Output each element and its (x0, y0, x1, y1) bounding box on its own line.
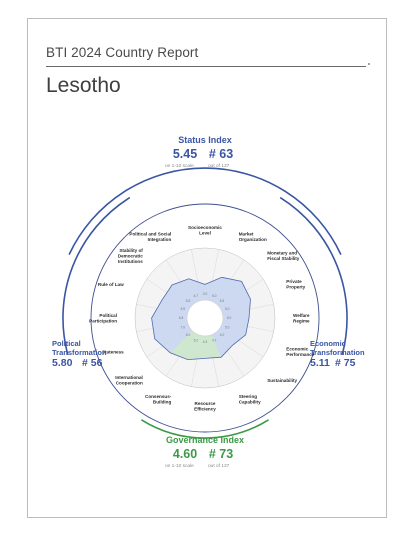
criterion-label-line: Performance (286, 352, 315, 357)
status-index-scale-note: on 1-10 scale (165, 164, 194, 169)
criterion-label: Socioeconomic Level (188, 225, 222, 235)
criterion-label-line: Stateness (102, 349, 124, 354)
criterion-value: 6.0 (186, 333, 191, 337)
criterion-label-line: Democratic (118, 253, 143, 258)
criterion-label: Stability of Democratic Institutions (118, 248, 143, 264)
criterion-label-line: Building (153, 400, 172, 405)
governance-index-arc (140, 419, 270, 439)
criterion-label-line: Steering (239, 394, 258, 399)
governance-index-rank-note: out of 137 (208, 464, 230, 469)
criterion-label: Monetary and Fiscal Stability (267, 251, 300, 261)
chart-inner-ring (186, 299, 224, 337)
criterion-label: Resource Efficiency (194, 401, 216, 411)
criterion-label-line: Fiscal Stability (267, 256, 300, 261)
economic-title-line1: Economic (310, 339, 346, 348)
criterion-value: 6.5 (220, 299, 225, 303)
criterion-label-line: Institutions (118, 259, 143, 264)
criterion-label-line: Rule of Law (98, 282, 124, 287)
economic-transformation-score: 5.11 (310, 357, 330, 369)
criterion-label-line: Participation (89, 318, 117, 323)
criterion-label-line: International (115, 375, 143, 380)
criterion-label-line: Consensus- (145, 394, 172, 399)
criterion-label-line: Monetary and (267, 251, 297, 256)
governance-index-score: 4.60 (172, 447, 198, 461)
criterion-value: 4.7 (212, 338, 217, 342)
criterion-label-line: Resource (195, 401, 216, 406)
criterion-label-line: Regime (293, 318, 310, 323)
political-transformation-score: 5.80 (52, 357, 73, 369)
criterion-label: Market Organization (239, 232, 267, 242)
score-outline (151, 276, 251, 361)
criterion-label-line: Stability of (119, 248, 143, 253)
criterion-label-line: Organization (239, 237, 267, 242)
political-title-line2: Transformation (52, 348, 107, 357)
criterion-label-line: Level (199, 230, 211, 235)
criterion-label-line: Property (286, 285, 305, 290)
status-index-arc (68, 167, 342, 255)
criterion-label-line: Efficiency (194, 406, 216, 411)
criterion-label-line: Political and Social (129, 232, 171, 237)
economic-transformation-arc (279, 196, 348, 356)
criterion-label-line: Cooperation (116, 381, 143, 386)
economic-title-line2: Transformation (310, 348, 365, 357)
criterion-label-line: Economic (286, 347, 308, 352)
political-transformation-arc (62, 196, 131, 356)
governance-index-title: Governance Index (165, 435, 245, 445)
criterion-label: Welfare Regime (293, 313, 310, 323)
criterion-label-line: Political (99, 313, 117, 318)
criterion-label-line: Private (286, 279, 302, 284)
criterion-label: Political and Social Integration (129, 232, 171, 242)
country-name: Lesotho (46, 74, 121, 97)
criterion-value: 6.0 (225, 307, 230, 311)
criterion-label: Steering Capability (239, 394, 261, 404)
criterion-value: 5.5 (186, 299, 191, 303)
criterion-label-line: Welfare (293, 313, 310, 318)
criterion-label: Sustainability (267, 378, 297, 383)
economic-transformation-rank: # 75 (335, 357, 356, 369)
criterion-value: 5.0 (227, 316, 232, 320)
criterion-label-line: Sustainability (267, 378, 297, 383)
political-transformation-title: Political Transformation (52, 339, 107, 357)
status-index-score: 5.45 (172, 147, 198, 161)
header-rule (46, 66, 366, 67)
criterion-value: 4.3 (203, 340, 208, 344)
status-index-title: Status Index (178, 135, 232, 145)
criterion-label: Stateness (102, 349, 124, 354)
criterion-value: 6.8 (179, 316, 184, 320)
report-label: BTI 2024 Country Report (46, 45, 199, 60)
criterion-label: Rule of Law (98, 282, 124, 287)
criterion-value: 3.0 (203, 292, 208, 296)
criterion-value: 7.0 (181, 325, 186, 329)
political-transformation-rank: # 56 (82, 357, 103, 369)
criterion-label-line: Integration (148, 237, 172, 242)
criterion-value: 5.5 (181, 307, 186, 311)
criterion-value: 5.0 (225, 325, 230, 329)
criterion-label-line: Capability (239, 400, 261, 405)
criterion-label: Private Property (286, 279, 305, 289)
governance-index-rank: # 73 (208, 447, 234, 461)
governance-index-scale-note: on 1-10 scale (165, 464, 194, 469)
criterion-value: 4.7 (194, 294, 199, 298)
political-title-line1: Political (52, 339, 81, 348)
criterion-label: Political Participation (89, 313, 117, 323)
status-index-rank: # 63 (208, 147, 234, 161)
criterion-value: 5.2 (194, 338, 199, 342)
criterion-label-line: Market (239, 232, 254, 237)
criterion-label: Economic Performance (286, 347, 315, 357)
economic-transformation-title: Economic Transformation (310, 339, 365, 357)
criterion-value: 4.0 (220, 333, 225, 337)
criterion-value: 5.0 (212, 294, 217, 298)
status-index-rank-note: out of 137 (208, 164, 230, 169)
criterion-label: International Cooperation (115, 375, 143, 385)
header-rule-mark (368, 63, 370, 65)
criterion-label-line: Socioeconomic (188, 225, 222, 230)
criterion-label: Consensus-Building (145, 394, 172, 404)
